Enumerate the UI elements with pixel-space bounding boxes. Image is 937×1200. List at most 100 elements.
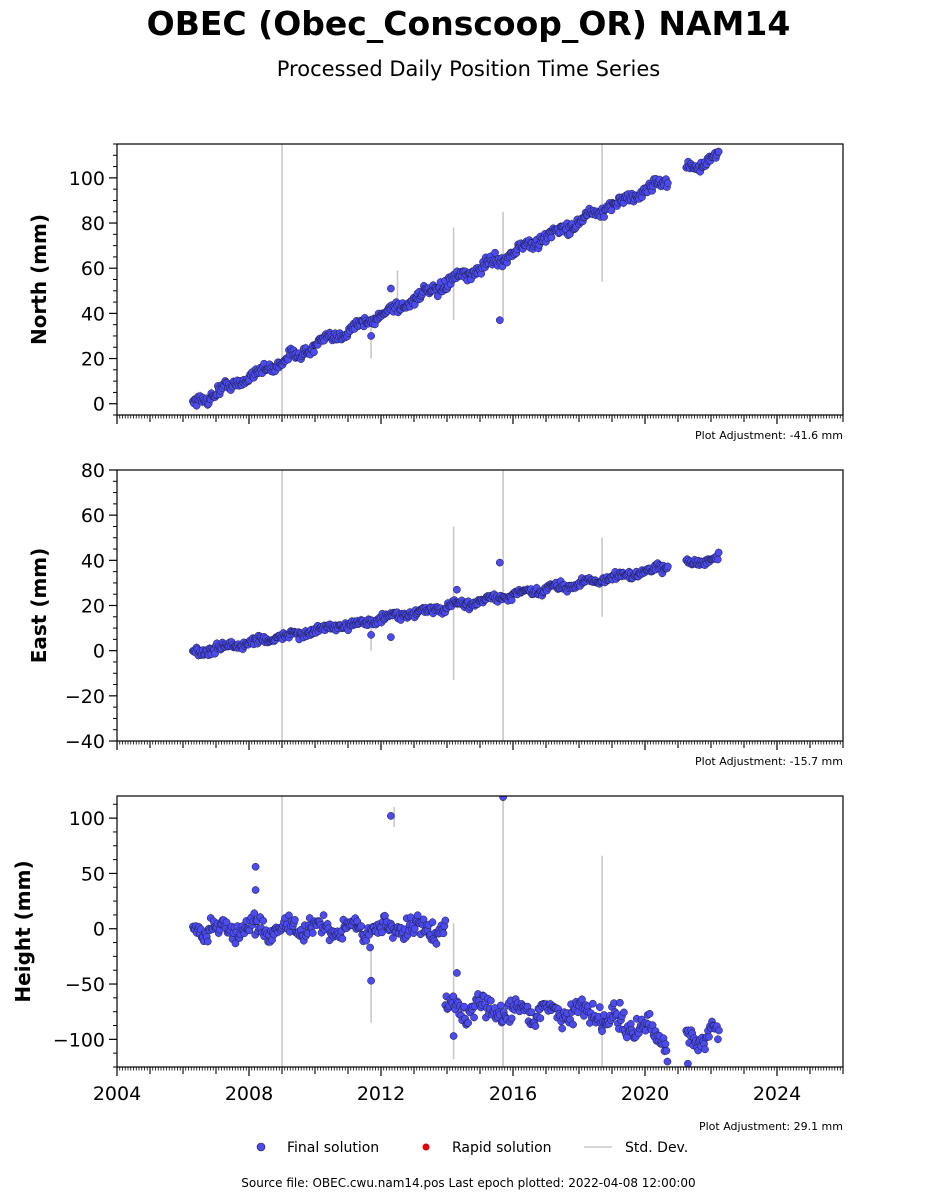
y-tick-label: 0 [93,919,105,941]
outlier-point [387,812,395,820]
data-point [663,179,672,187]
data-point [701,1045,709,1054]
data-point [464,1019,472,1027]
outlier-point [449,1032,458,1040]
legend-final-label: Final solution [287,1140,379,1156]
x-tick-label: 2012 [357,1083,405,1105]
legend-final-marker [256,1142,266,1152]
legend-rapid-marker [422,1143,430,1151]
data-point [705,1032,713,1041]
plot-adjustment: Plot Adjustment: -41.6 mm [695,429,843,442]
outlier-point [251,862,260,871]
outlier-point [495,558,504,567]
y-tick-label: −20 [65,686,105,708]
y-tick-label: 0 [93,394,105,416]
y-axis-label: East (mm) [27,548,51,664]
outlier-point [453,969,461,977]
y-tick-label: −50 [65,974,105,996]
data-point [291,916,299,924]
data-point [527,1008,536,1017]
data-point [531,1022,540,1030]
y-tick-label: 0 [93,641,105,663]
data-point [496,1001,505,1010]
data-point [620,1008,628,1017]
outlier-point [499,796,507,801]
data-point [203,937,212,946]
outlier-point [495,316,504,324]
data-point [507,1014,516,1023]
outlier-point [251,886,260,894]
data-point [713,555,722,564]
y-tick-label: −100 [53,1029,105,1051]
outlier-point [367,332,375,340]
y-tick-label: 100 [69,808,105,830]
data-point [661,1040,670,1048]
y-tick-label: −40 [65,731,105,753]
data-point [491,248,499,257]
data-point [441,916,450,925]
y-tick-label: 40 [81,550,105,572]
data-point [663,1057,672,1066]
y-tick-label: 80 [81,460,105,482]
x-tick-label: 2020 [621,1083,669,1105]
x-tick-label: 2024 [753,1083,801,1105]
plot-area [189,144,723,415]
y-tick-label: 60 [81,258,105,280]
panel-height: −100 −50 0 50 100 2004 2008 2012 2016 2020 2024 Hei… [11,795,844,1133]
plot-adjustment: Plot Adjustment: -15.7 mm [695,755,843,768]
data-point [231,939,240,948]
data-point [319,911,328,919]
plot-adjustment: Plot Adjustment: 29.1 mm [699,1120,843,1133]
y-axis-label: Height (mm) [11,860,35,1002]
data-point [589,999,597,1008]
data-point [310,348,318,357]
data-point [470,1013,478,1022]
data-point [338,934,347,943]
data-point [439,929,448,938]
data-point [645,1009,654,1018]
data-point [250,909,259,918]
y-tick-label: 40 [81,303,105,325]
final-solution-points [189,796,723,1067]
data-point [616,998,624,1007]
legend: Final solution Rapid solution Std. Dev. [256,1140,688,1156]
outlier-point [453,585,461,594]
outlier-point [387,284,395,293]
x-tick-label: 2008 [225,1083,273,1105]
x-tick-label: 2016 [489,1083,537,1105]
data-point [600,213,608,221]
legend-stddev-label: Std. Dev. [625,1140,688,1156]
data-point [410,924,419,933]
data-point [714,548,723,557]
data-point [536,1014,545,1022]
data-point [449,992,458,1001]
y-tick-label: 20 [81,596,105,618]
data-point [366,943,374,952]
data-point [662,1046,671,1055]
y-tick-label: 20 [81,349,105,371]
chart-title: OBEC (Obec_Conscoop_OR) NAM14 [146,4,791,43]
source-footer: Source file: OBEC.cwu.nam14.pos Last epo… [241,1176,696,1190]
panel-north: 0 20 40 60 80 100 North (mm) Plot Adjustment: -… [27,143,844,442]
y-tick-label: 80 [81,213,105,235]
outlier-point [367,631,375,639]
axes-frame [116,143,844,416]
y-tick-label: 100 [69,168,105,190]
data-point [578,995,586,1004]
final-solution-points [189,548,723,660]
data-point [715,1026,723,1035]
plot-area [189,796,723,1067]
data-point [714,147,723,156]
plot-area [189,470,723,741]
outlier-point [387,633,395,641]
panel-east: −40 −20 0 20 40 60 80 East (mm) Plot Adjustment:… [27,460,844,768]
data-point [308,929,317,937]
data-point [714,1035,722,1044]
data-point [259,916,268,925]
data-point [433,292,442,301]
data-point [378,928,386,937]
data-point [547,233,556,242]
y-tick-label: 60 [81,505,105,527]
data-point [487,996,495,1005]
